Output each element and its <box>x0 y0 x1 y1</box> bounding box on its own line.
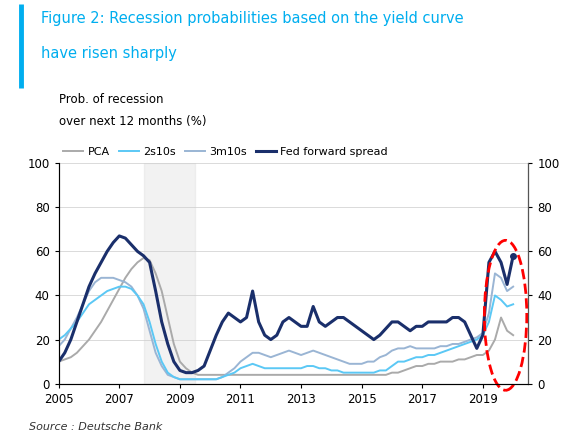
Text: Figure 2: Recession probabilities based on the yield curve: Figure 2: Recession probabilities based … <box>41 11 464 26</box>
Legend: PCA, 2s10s, 3m10s, Fed forward spread: PCA, 2s10s, 3m10s, Fed forward spread <box>59 142 392 161</box>
Text: have risen sharply: have risen sharply <box>41 46 177 61</box>
Bar <box>144 163 195 384</box>
Text: Prob. of recession: Prob. of recession <box>59 93 163 106</box>
Text: Source : Deutsche Bank: Source : Deutsche Bank <box>29 422 163 432</box>
Text: over next 12 months (%): over next 12 months (%) <box>59 115 206 128</box>
